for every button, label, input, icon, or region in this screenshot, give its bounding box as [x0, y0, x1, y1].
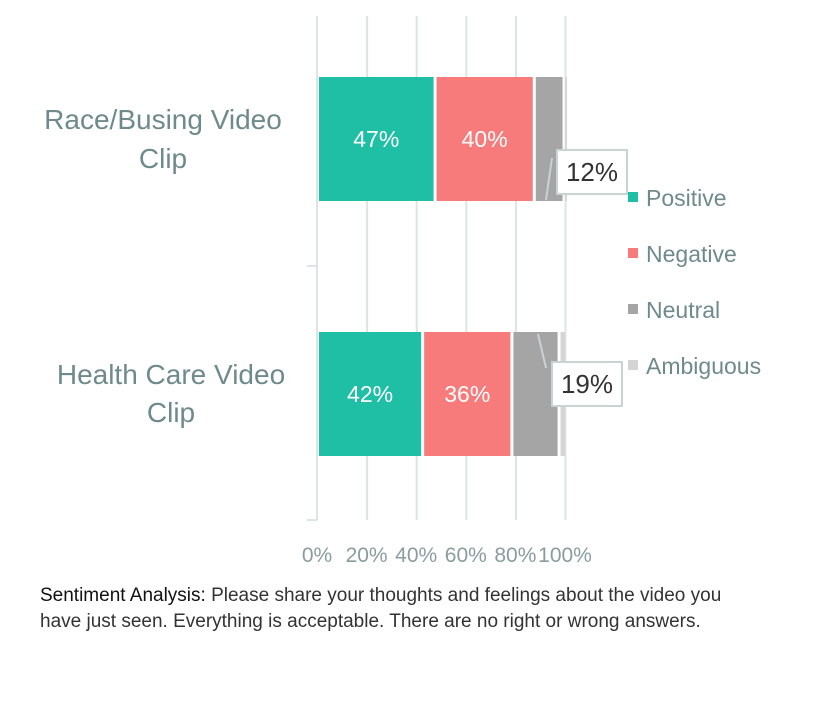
legend-label: Neutral [646, 297, 720, 323]
category-label: Clip [147, 397, 195, 428]
bar-neutral [513, 332, 558, 456]
data-label: 19% [561, 369, 613, 399]
bar-positive [319, 77, 434, 201]
legend-label: Ambiguous [646, 353, 761, 379]
data-label: 36% [444, 381, 490, 407]
legend-swatch [628, 360, 638, 370]
bar-positive [319, 332, 422, 456]
y-axis [307, 16, 318, 521]
callout-box [556, 149, 628, 195]
caption-text: Please share your thoughts and feelings … [40, 585, 722, 632]
x-tick-label: 40% [395, 544, 437, 567]
x-tick-label: 0% [302, 544, 332, 567]
category-label: Clip [139, 143, 187, 174]
legend-label: Negative [646, 241, 737, 267]
legend-label: Positive [646, 185, 727, 211]
bar-negative [424, 332, 511, 456]
bar-segments: 47% 40% 12% 42% 36% 19% [319, 77, 628, 456]
data-label: 47% [353, 126, 399, 152]
category-labels: Race/Busing Video Clip Health Care Video Cl… [44, 104, 285, 428]
x-tick-label: 80% [494, 544, 536, 567]
data-label: 40% [462, 126, 508, 152]
legend-swatch [628, 192, 638, 202]
legend: Positive Negative Neutral Ambiguous [628, 185, 761, 379]
x-tick-label: 100% [538, 544, 592, 567]
question-caption: Sentiment Analysis: Please share your th… [40, 583, 730, 635]
category-label: Race/Busing Video [44, 104, 282, 135]
callout-box [551, 361, 623, 407]
data-label: 12% [566, 157, 618, 187]
sentiment-chart: Race/Busing Video Clip Health Care Video Cl… [44, 16, 761, 567]
callout-leader [537, 333, 547, 369]
callout-leader [545, 157, 553, 201]
category-label: Health Care Video [57, 359, 285, 390]
legend-swatch [628, 304, 638, 314]
data-label: 42% [347, 381, 393, 407]
legend-swatch [628, 248, 638, 258]
x-tick-label: 20% [346, 544, 388, 567]
caption-lead: Sentiment Analysis: [40, 585, 206, 606]
x-tick-labels: 0% 20% 40% 60% 80% 100% [302, 544, 592, 567]
bar-ambiguous [565, 77, 568, 201]
bar-negative [436, 77, 533, 201]
x-tick-label: 60% [445, 544, 487, 567]
